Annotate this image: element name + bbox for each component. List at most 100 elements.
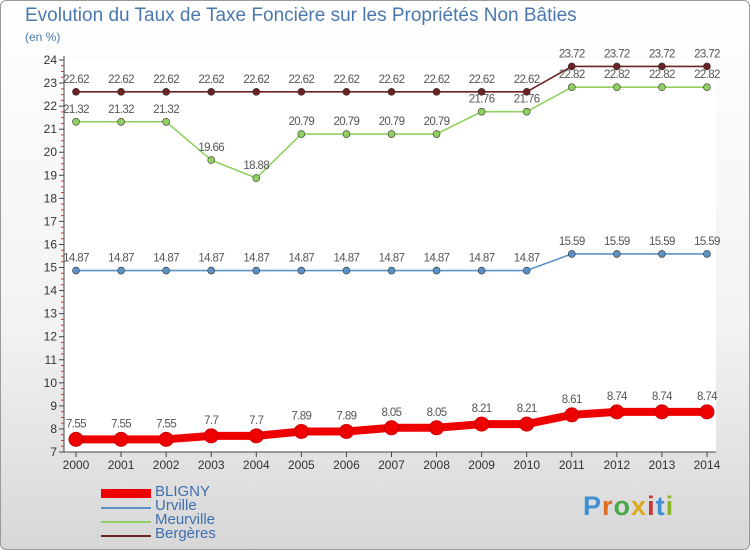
data-point-meurville (117, 117, 125, 126)
data-label-meurville: 21.76 (514, 94, 540, 106)
data-point-bergeres (432, 88, 441, 96)
data-point-meurville (477, 107, 486, 116)
logo-letter: i (665, 491, 675, 521)
y-tick-label: 8 (50, 422, 57, 436)
y-tick-label: 20 (44, 145, 58, 159)
x-tick-label: 2012 (603, 458, 630, 472)
data-point-bligny (519, 416, 535, 432)
data-point-bligny (113, 431, 129, 447)
data-label-bergeres: 23.72 (559, 48, 585, 60)
data-point-meurville (613, 83, 621, 92)
data-label-meurville: 21.32 (63, 104, 89, 116)
data-point-meurville (703, 83, 711, 92)
legend-label-urville: Urville (155, 497, 197, 514)
y-tick-label: 22 (44, 99, 58, 113)
data-point-urville (72, 266, 80, 275)
data-point-urville (703, 250, 711, 258)
data-point-bergeres (477, 88, 486, 96)
data-label-urville: 14.87 (63, 253, 89, 265)
data-point-meurville (658, 83, 666, 92)
data-label-urville: 14.87 (153, 253, 179, 265)
data-label-meurville: 20.79 (424, 116, 450, 128)
data-point-bligny (158, 431, 174, 447)
data-point-meurville (252, 174, 261, 182)
data-label-urville: 14.87 (108, 253, 134, 265)
data-point-bergeres (252, 88, 261, 96)
data-point-urville (162, 266, 170, 275)
data-point-bligny (474, 416, 490, 432)
data-point-bergeres (207, 88, 216, 96)
data-label-bligny: 8.05 (427, 407, 447, 419)
data-point-meurville (342, 130, 351, 138)
legend-label-meurville: Meurville (155, 511, 216, 528)
data-label-bergeres: 22.62 (514, 74, 540, 86)
data-point-urville (432, 266, 441, 275)
data-point-bergeres (117, 88, 125, 96)
x-tick-label: 2010 (513, 458, 540, 472)
data-label-bligny: 7.55 (156, 418, 176, 430)
data-point-urville (567, 250, 576, 258)
data-label-meurville: 18.88 (243, 160, 269, 172)
y-tick-label: 14 (44, 284, 58, 298)
logo-letter: t (655, 491, 666, 521)
data-point-meurville (207, 156, 216, 164)
data-label-bergeres: 23.72 (604, 48, 630, 60)
y-tick-label: 18 (44, 191, 58, 205)
logo-letter: i (647, 491, 656, 521)
data-point-bergeres (703, 62, 711, 71)
data-label-bligny: 7.7 (249, 415, 263, 427)
data-label-bergeres: 22.62 (379, 74, 405, 86)
data-label-bligny: 7.55 (66, 418, 86, 430)
legend-label-bergeres: Bergères (155, 525, 216, 542)
y-tick-label: 16 (44, 237, 58, 251)
data-label-meurville: 20.79 (379, 116, 405, 128)
y-tick-label: 12 (44, 330, 58, 344)
data-point-meurville (387, 130, 396, 138)
y-tick-label: 21 (44, 122, 58, 136)
data-label-urville: 14.87 (514, 253, 540, 265)
data-label-bergeres: 22.62 (198, 74, 224, 86)
data-point-bergeres (387, 88, 396, 96)
y-tick-label: 9 (50, 399, 57, 413)
data-point-urville (207, 266, 216, 275)
data-label-bligny: 8.61 (562, 394, 582, 406)
logo-letter: r (602, 491, 614, 521)
x-tick-label: 2006 (333, 458, 360, 472)
data-label-urville: 14.87 (243, 253, 269, 265)
data-label-bergeres: 22.62 (243, 74, 269, 86)
data-label-meurville: 22.82 (649, 69, 675, 81)
data-point-bergeres (567, 62, 576, 71)
data-label-bligny: 7.89 (336, 410, 356, 422)
data-label-urville: 14.87 (469, 253, 495, 265)
data-point-urville (387, 266, 396, 275)
data-label-meurville: 22.82 (694, 69, 720, 81)
data-label-meurville: 22.82 (604, 69, 630, 81)
data-label-bligny: 8.74 (652, 391, 673, 403)
x-tick-label: 2008 (423, 458, 450, 472)
x-tick-label: 2002 (153, 458, 180, 472)
data-point-urville (658, 250, 666, 258)
y-tick-label: 23 (44, 76, 58, 90)
x-tick-label: 2007 (378, 458, 405, 472)
data-label-bergeres: 22.62 (288, 74, 314, 86)
data-label-bergeres: 22.62 (108, 74, 134, 86)
data-label-bergeres: 22.62 (424, 74, 450, 86)
data-label-meurville: 21.76 (469, 94, 495, 106)
data-label-bergeres: 22.62 (153, 74, 179, 86)
logo-letter: P (583, 491, 603, 521)
data-point-meurville (72, 117, 80, 126)
data-label-bergeres: 22.62 (334, 74, 360, 86)
data-point-urville (117, 266, 125, 275)
data-point-urville (342, 266, 351, 275)
data-point-bligny (383, 420, 399, 436)
data-label-bergeres: 22.62 (63, 74, 89, 86)
data-point-bligny (564, 407, 580, 423)
data-point-bergeres (72, 88, 80, 96)
data-label-urville: 14.87 (198, 253, 224, 265)
y-tick-label: 13 (44, 307, 58, 321)
data-label-urville: 15.59 (559, 236, 585, 248)
data-point-bergeres (522, 88, 531, 96)
data-label-meurville: 22.82 (559, 69, 585, 81)
data-label-bligny: 8.21 (472, 403, 492, 415)
data-point-bligny (248, 428, 264, 444)
